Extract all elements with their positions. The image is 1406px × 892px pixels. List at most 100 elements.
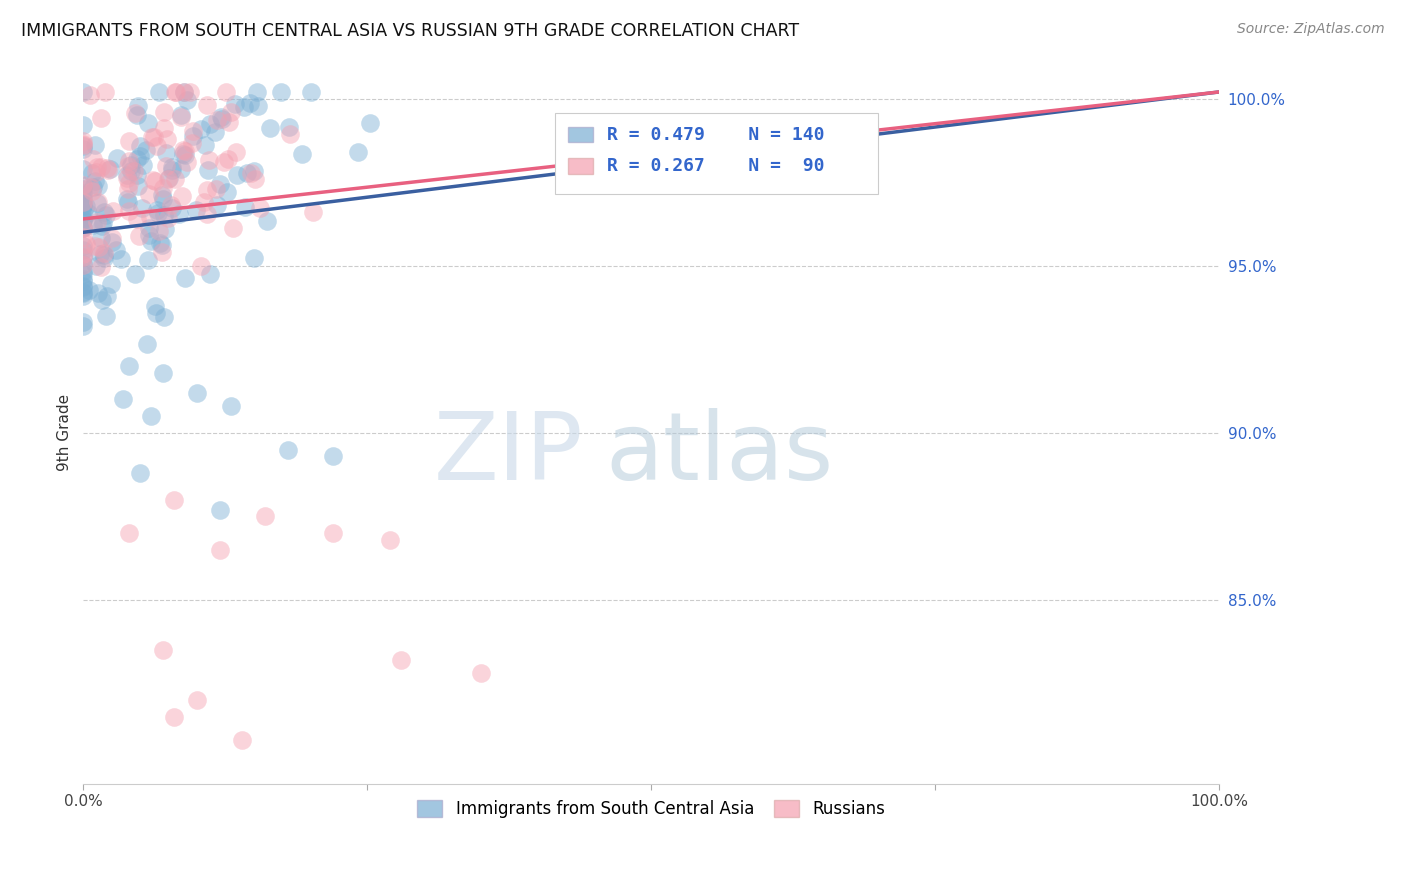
Point (72, 280, 94, 294)
Point (82, 184, 104, 198)
Point (152, 366, 174, 380)
Point (72, 197, 94, 211)
Point (184, 202, 207, 217)
Point (117, 159, 139, 173)
Point (181, 136, 204, 150)
Point (84, 260, 107, 274)
Point (117, 194, 139, 209)
Point (240, 166, 263, 180)
Point (127, 178, 149, 193)
Point (173, 85, 195, 99)
Point (72, 212, 94, 227)
Point (129, 466, 152, 480)
Point (153, 221, 176, 235)
Point (72, 230, 94, 244)
Point (87, 194, 110, 209)
Point (198, 267, 221, 281)
Point (160, 197, 183, 211)
Point (72, 161, 94, 176)
Point (72, 272, 94, 286)
Point (72, 188, 94, 202)
Point (198, 153, 221, 167)
Point (128, 139, 150, 153)
Point (72, 238, 94, 252)
Point (208, 502, 231, 516)
Point (87, 178, 110, 193)
Point (72, 268, 94, 282)
Point (82, 152, 104, 166)
Point (233, 99, 256, 113)
Point (72, 118, 94, 132)
Point (301, 205, 323, 219)
Point (96, 288, 118, 302)
Point (208, 177, 231, 191)
Point (195, 206, 218, 220)
Point (136, 337, 159, 351)
Point (143, 174, 166, 188)
Point (72, 182, 94, 196)
Point (150, 237, 173, 252)
Point (93, 205, 115, 219)
Point (86, 195, 108, 210)
Point (72, 274, 94, 288)
Point (145, 202, 167, 217)
Point (157, 170, 180, 185)
Point (157, 211, 180, 225)
Point (77, 205, 100, 219)
Point (135, 143, 157, 157)
Point (193, 194, 215, 209)
Point (100, 277, 122, 291)
Point (143, 299, 166, 313)
Point (165, 85, 187, 99)
Bar (568, 159, 593, 174)
Point (172, 189, 194, 203)
Point (90, 231, 112, 245)
Point (291, 147, 314, 161)
Point (186, 693, 208, 707)
Point (90, 293, 112, 307)
Point (94, 309, 117, 323)
Point (89, 247, 111, 261)
Point (72, 243, 94, 257)
Point (146, 206, 169, 220)
Point (79, 180, 101, 194)
Point (127, 152, 149, 166)
Point (231, 733, 253, 747)
Point (90, 260, 112, 275)
Point (72, 250, 94, 264)
Point (150, 187, 173, 202)
Point (190, 121, 212, 136)
Point (153, 208, 176, 222)
Point (72, 196, 94, 211)
Point (142, 172, 165, 186)
Point (152, 180, 174, 194)
Point (165, 172, 187, 186)
Point (152, 310, 174, 324)
Point (115, 193, 138, 207)
Point (197, 162, 219, 177)
Point (138, 252, 160, 267)
Point (72, 199, 94, 213)
Point (153, 105, 176, 120)
Point (72, 85, 94, 99)
Point (173, 85, 195, 99)
Point (299, 85, 322, 99)
Point (101, 231, 124, 245)
Point (174, 144, 197, 158)
Point (277, 442, 299, 457)
Point (72, 213, 94, 227)
Point (118, 526, 141, 541)
Point (91, 219, 114, 233)
Point (346, 145, 368, 160)
Point (181, 124, 204, 138)
Point (212, 154, 235, 169)
Point (204, 124, 226, 138)
Point (82, 218, 104, 232)
Point (86, 215, 108, 229)
Point (82, 179, 104, 194)
Point (72, 136, 94, 151)
Point (152, 643, 174, 657)
Text: Source: ZipAtlas.com: Source: ZipAtlas.com (1237, 22, 1385, 37)
Point (72, 211, 94, 225)
Point (205, 113, 228, 128)
